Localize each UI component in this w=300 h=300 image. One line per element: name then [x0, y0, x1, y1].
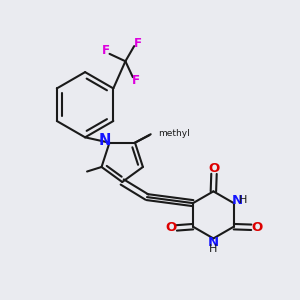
Text: N: N: [99, 134, 111, 148]
Text: F: F: [132, 74, 140, 87]
Text: F: F: [102, 44, 110, 57]
Text: F: F: [134, 37, 142, 50]
Text: O: O: [208, 162, 220, 175]
Text: H: H: [239, 195, 247, 205]
Text: N: N: [232, 194, 243, 207]
Text: H: H: [209, 244, 218, 254]
Text: O: O: [251, 221, 262, 234]
Text: methyl: methyl: [158, 129, 190, 138]
Text: N: N: [208, 236, 219, 250]
Text: O: O: [166, 221, 177, 234]
